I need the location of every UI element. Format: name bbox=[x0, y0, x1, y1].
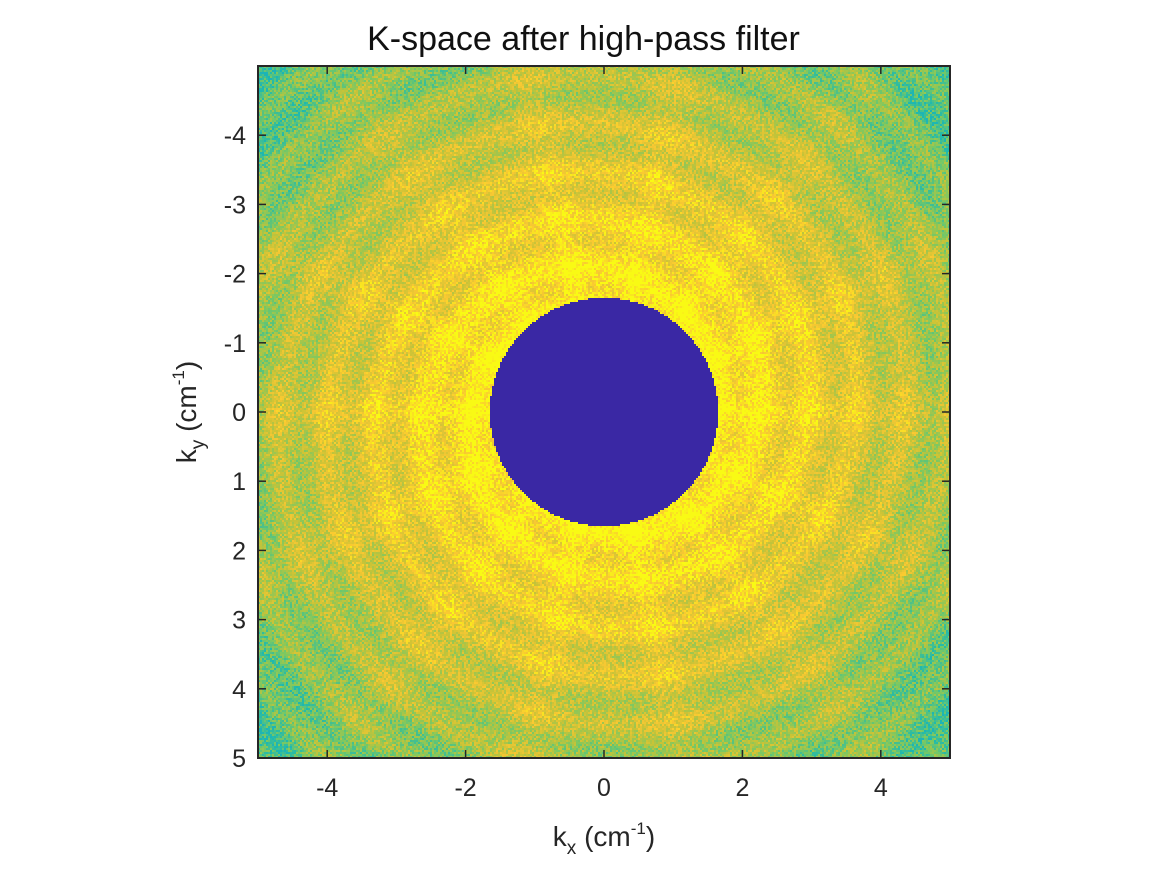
axis-label-part-end: ) bbox=[646, 821, 655, 852]
x-tick-label: -4 bbox=[316, 774, 338, 802]
y-tick-label: 0 bbox=[232, 399, 246, 427]
axis-label-part-rest: (cm bbox=[576, 821, 630, 852]
axis-label-part-rest: (cm bbox=[171, 385, 202, 439]
y-tick-label: -3 bbox=[224, 191, 246, 219]
y-axis-label: ky (cm-1) bbox=[169, 361, 209, 463]
y-tick-label: 2 bbox=[232, 537, 246, 565]
x-tick-label: 4 bbox=[874, 774, 888, 802]
x-axis-label: kx (cm-1) bbox=[553, 819, 655, 859]
y-tick-label: -1 bbox=[224, 330, 246, 358]
axis-label-part-sup: -1 bbox=[631, 819, 646, 838]
chart-title: K-space after high-pass filter bbox=[367, 20, 800, 58]
y-tick-label: 3 bbox=[232, 607, 246, 635]
y-tick-label: -2 bbox=[224, 261, 246, 289]
axis-label-part-sub: y bbox=[188, 439, 209, 449]
y-tick-label: 4 bbox=[232, 676, 246, 704]
axis-label-part-end: ) bbox=[171, 361, 202, 370]
axis-label-part-base: k bbox=[171, 448, 202, 463]
axis-label-part-base: k bbox=[553, 821, 568, 852]
y-tick-label: 1 bbox=[232, 468, 246, 496]
x-tick-label: 2 bbox=[735, 774, 749, 802]
y-tick-label: -4 bbox=[224, 122, 246, 150]
x-tick-label: 0 bbox=[597, 774, 611, 802]
axis-label-part-sub: x bbox=[567, 838, 577, 859]
axis-label-part-sup: -1 bbox=[169, 370, 188, 385]
x-tick-label: -2 bbox=[454, 774, 476, 802]
axes-box bbox=[257, 65, 951, 759]
kspace-heatmap bbox=[258, 66, 950, 758]
y-tick-label: 5 bbox=[232, 745, 246, 773]
